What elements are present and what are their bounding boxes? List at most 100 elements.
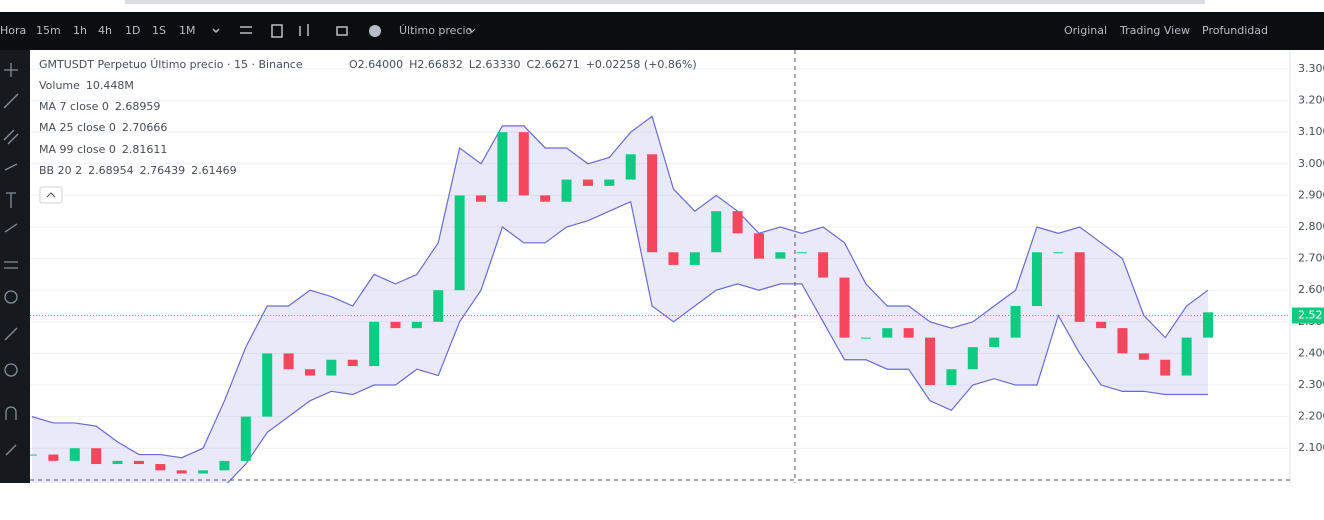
legend-text: 10.448M <box>86 79 134 92</box>
y-tick-label: 2.400 <box>1298 346 1324 359</box>
toolbar-icon[interactable] <box>212 28 220 34</box>
legend-text: MA 25 close 0 <box>39 121 116 134</box>
candle <box>839 277 850 338</box>
candle <box>390 321 401 329</box>
candle <box>796 252 807 254</box>
y-tick-label: 2.700 <box>1298 252 1324 265</box>
candle <box>1160 359 1171 376</box>
toolbar-icon[interactable] <box>271 24 283 38</box>
legend-text: O2.64000 <box>349 58 403 71</box>
address-bar <box>125 0 1205 4</box>
legend-text: 2.76439 <box>140 164 186 177</box>
candle <box>1138 353 1149 360</box>
candle <box>1074 252 1085 322</box>
legend-text: L2.63330 <box>469 58 521 71</box>
price-axis <box>1290 50 1324 483</box>
candle <box>155 464 166 471</box>
interval-button[interactable]: 15m <box>36 24 61 37</box>
y-tick-label: 2.800 <box>1298 220 1324 233</box>
candle <box>625 154 636 180</box>
view-tab[interactable]: Trading View <box>1119 24 1190 37</box>
candle <box>198 470 209 474</box>
toolbar-icon[interactable] <box>299 24 309 36</box>
candle <box>48 454 59 461</box>
legend-text: GMTUSDT Perpetuo Último precio · 15 · Bi… <box>39 58 303 71</box>
candle <box>518 132 529 196</box>
candle <box>1117 328 1128 354</box>
y-tick-label: 3.200 <box>1298 94 1324 107</box>
add-indicator[interactable] <box>369 25 381 37</box>
interval-button[interactable]: 1D <box>125 24 140 37</box>
price-type-select[interactable]: Último precio <box>399 24 473 37</box>
legend-text: BB 20 2 <box>39 164 82 177</box>
candle <box>540 195 551 202</box>
y-tick-label: 2.600 <box>1298 283 1324 296</box>
candle <box>176 470 187 474</box>
candle <box>1010 306 1021 338</box>
candle <box>903 328 914 338</box>
candle <box>133 460 144 465</box>
candle <box>604 179 615 186</box>
toolbar-icon[interactable] <box>240 26 252 34</box>
candle <box>1053 252 1064 254</box>
band-fill <box>32 116 1208 483</box>
candle <box>732 211 743 234</box>
candle <box>433 290 444 322</box>
candle <box>262 353 273 417</box>
y-tick-label: 3.100 <box>1298 125 1324 138</box>
legend-text: H2.66832 <box>409 58 463 71</box>
candle <box>1181 337 1192 376</box>
candle <box>818 252 829 278</box>
legend-text: MA 99 close 0 <box>39 143 116 156</box>
candle <box>647 154 658 253</box>
candle <box>989 337 1000 348</box>
interval-button[interactable]: Hora <box>0 24 26 37</box>
candle <box>476 195 487 202</box>
collapse-button[interactable] <box>39 186 63 204</box>
view-tab[interactable]: Profundidad <box>1202 24 1268 37</box>
candle <box>967 347 978 370</box>
toolbar-icon[interactable] <box>336 26 348 36</box>
toolbar <box>0 12 1324 50</box>
candle <box>946 369 957 386</box>
collapse-icon <box>46 192 56 198</box>
bollinger-band <box>31 115 1209 459</box>
candle <box>668 252 679 265</box>
candle <box>30 454 37 456</box>
candle <box>219 460 230 471</box>
y-tick-label: 2.900 <box>1298 188 1324 201</box>
interval-button[interactable]: 4h <box>98 24 112 37</box>
view-tab[interactable]: Original <box>1064 24 1107 37</box>
candle <box>283 353 294 370</box>
candle <box>860 337 871 339</box>
candle <box>91 448 102 465</box>
candle <box>561 179 572 202</box>
last-price-label: 2.52 <box>1298 308 1323 321</box>
last-price-tag <box>1292 307 1324 324</box>
interval-button[interactable]: 1S <box>152 24 166 37</box>
interval-button[interactable]: 1M <box>179 24 196 37</box>
candle <box>347 359 358 367</box>
candle <box>775 252 786 259</box>
candle <box>497 132 508 202</box>
candle <box>1031 252 1042 307</box>
interval-button[interactable]: 1h <box>73 24 87 37</box>
legend-text: 2.61469 <box>191 164 237 177</box>
y-tick-label: 2.300 <box>1298 378 1324 391</box>
candle <box>69 448 80 461</box>
candle <box>882 328 893 338</box>
bollinger-band <box>226 200 1208 483</box>
candle <box>112 460 123 465</box>
candle <box>304 369 315 376</box>
legend-text: MA 7 close 0 <box>39 100 109 113</box>
legend-text: C2.66271 <box>527 58 580 71</box>
candle <box>369 321 380 367</box>
legend-text: 2.70666 <box>122 121 168 134</box>
left-toolbar <box>0 50 30 483</box>
legend-text: 2.68959 <box>115 100 161 113</box>
candle <box>1096 321 1107 329</box>
y-tick-label: 2.100 <box>1298 441 1324 454</box>
candle <box>689 252 700 265</box>
candle <box>240 416 251 461</box>
